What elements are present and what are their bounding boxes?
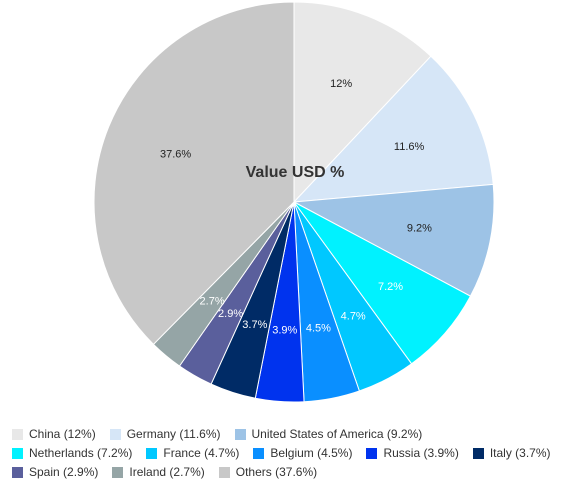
- legend-item-united-states-of-america[interactable]: United States of America (9.2%): [234, 425, 423, 444]
- legend-label: Others (37.6%): [235, 465, 318, 479]
- slice-label-united-states-of-america: 9.2%: [407, 223, 432, 235]
- slice-label-spain: 2.9%: [218, 308, 243, 320]
- legend-row: Netherlands (7.2%) France (4.7%) Belgium (…: [12, 444, 582, 463]
- pie-slice-china: [293, 1, 432, 204]
- legend-swatch: [234, 429, 246, 440]
- legend-swatch: [218, 467, 230, 478]
- legend-swatch: [146, 448, 158, 459]
- legend-label: Netherlands (7.2%): [29, 446, 133, 460]
- legend-item-china[interactable]: China (12%): [12, 425, 96, 444]
- legend-label: Russia (3.9%): [383, 446, 459, 460]
- legend-label: Ireland (2.7%): [129, 465, 205, 479]
- legend-item-italy[interactable]: Italy (3.7%): [472, 444, 551, 463]
- pie-slice-others: [93, 1, 295, 346]
- slice-labels: 12% 11.6% 9.2% 7.2% 4.7% 4.5% 3.9% 3.7%2.9%2.7%…: [160, 78, 432, 337]
- pie-slice-united-states-of-america: [292, 183, 495, 297]
- legend-item-belgium[interactable]: Belgium (4.5%): [253, 444, 352, 463]
- legend-item-ireland[interactable]: Ireland (2.7%): [112, 463, 205, 482]
- legend-item-russia[interactable]: Russia (3.9%): [366, 444, 459, 463]
- legend-row: China (12%) Germany (11.6%) United States …: [12, 425, 582, 444]
- pie-chart: 12% 11.6% 9.2% 7.2% 4.7% 4.5% 3.9% 3.7%2.9%2.7%…: [93, 1, 495, 403]
- slice-label-ireland: 2.7%: [200, 295, 225, 307]
- slice-label-italy: 3.7%: [242, 319, 267, 331]
- legend-row: Spain (2.9%) Ireland (2.7%) Others (37.6%): [12, 463, 582, 482]
- pie-slice-germany: [292, 55, 494, 203]
- slice-label-china: 12%: [330, 78, 352, 90]
- slice-label-netherlands: 7.2%: [378, 281, 403, 293]
- legend-swatch: [112, 467, 124, 478]
- legend-swatch: [109, 429, 121, 440]
- legend-label: Germany (11.6%): [126, 427, 221, 441]
- legend-label: United States of America (9.2%): [251, 427, 423, 441]
- slice-label-belgium: 4.5%: [306, 323, 331, 335]
- legend-swatch: [12, 467, 23, 478]
- legend-label: Belgium (4.5%): [270, 446, 353, 460]
- chart-legend: China (12%) Germany (11.6%) United States …: [12, 425, 582, 482]
- legend-item-france[interactable]: France (4.7%): [146, 444, 239, 463]
- legend-swatch: [253, 448, 265, 459]
- legend-item-others[interactable]: Others (37.6%): [218, 463, 318, 482]
- slice-label-others: 37.6%: [160, 148, 191, 160]
- pie-slices: [93, 1, 495, 403]
- legend-swatch: [472, 448, 484, 459]
- legend-label: Italy (3.7%): [489, 446, 551, 460]
- slice-label-germany: 11.6%: [394, 141, 425, 153]
- legend-label: France (4.7%): [163, 446, 240, 460]
- legend-item-netherlands[interactable]: Netherlands (7.2%): [12, 444, 132, 463]
- legend-label: China (12%): [29, 427, 96, 441]
- legend-swatch: [12, 429, 23, 440]
- legend-swatch: [366, 448, 378, 459]
- legend-label: Spain (2.9%): [29, 465, 99, 479]
- slice-label-france: 4.7%: [341, 310, 366, 322]
- legend-swatch: [12, 448, 23, 459]
- legend-item-germany[interactable]: Germany (11.6%): [109, 425, 221, 444]
- chart-title: Value USD %: [246, 164, 345, 181]
- slice-label-russia: 3.9%: [272, 325, 297, 337]
- legend-item-spain[interactable]: Spain (2.9%): [12, 463, 98, 482]
